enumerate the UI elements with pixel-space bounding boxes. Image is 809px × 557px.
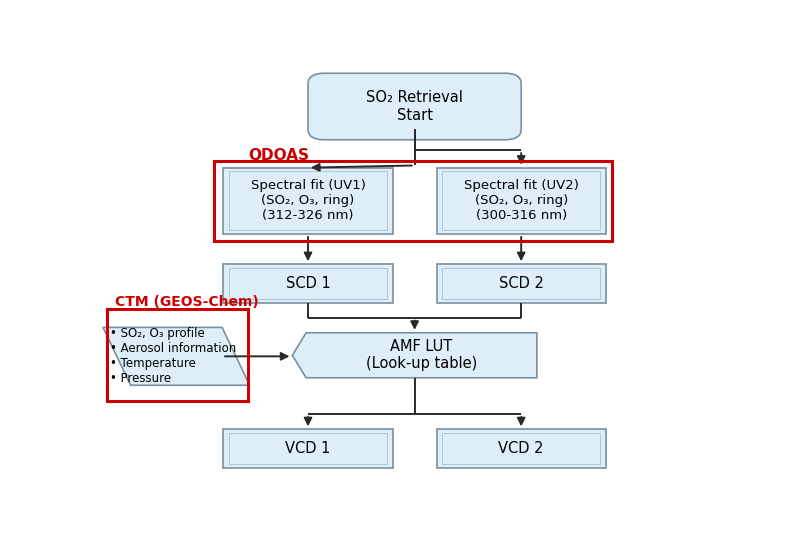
- Text: AMF LUT
(Look-up table): AMF LUT (Look-up table): [366, 339, 477, 372]
- Text: Spectral fit (UV2)
(SO₂, O₃, ring)
(300-316 nm): Spectral fit (UV2) (SO₂, O₃, ring) (300-…: [464, 179, 578, 222]
- Bar: [108, 309, 248, 402]
- Text: SCD 1: SCD 1: [286, 276, 330, 291]
- Bar: [437, 429, 606, 468]
- Bar: [214, 161, 612, 241]
- Bar: [443, 172, 600, 230]
- Text: VCD 1: VCD 1: [286, 441, 331, 456]
- Text: VCD 2: VCD 2: [498, 441, 544, 456]
- Text: QDOAS: QDOAS: [248, 148, 310, 163]
- Text: Spectral fit (UV1)
(SO₂, O₃, ring)
(312-326 nm): Spectral fit (UV1) (SO₂, O₃, ring) (312-…: [251, 179, 366, 222]
- Bar: [443, 433, 600, 464]
- Bar: [437, 168, 606, 234]
- Polygon shape: [292, 333, 537, 378]
- FancyBboxPatch shape: [308, 74, 521, 140]
- Bar: [223, 264, 392, 302]
- Polygon shape: [103, 328, 250, 385]
- Bar: [229, 433, 387, 464]
- Text: SO₂ Retrieval
Start: SO₂ Retrieval Start: [366, 90, 463, 123]
- Text: CTM (GEOS-Chem): CTM (GEOS-Chem): [115, 295, 259, 309]
- Bar: [229, 172, 387, 230]
- Bar: [223, 168, 392, 234]
- Bar: [229, 268, 387, 299]
- Text: • SO₂, O₃ profile
• Aerosol information
• Temperature
• Pressure: • SO₂, O₃ profile • Aerosol information …: [110, 328, 236, 385]
- Bar: [223, 429, 392, 468]
- Bar: [437, 264, 606, 302]
- Text: SCD 2: SCD 2: [499, 276, 544, 291]
- Bar: [443, 268, 600, 299]
